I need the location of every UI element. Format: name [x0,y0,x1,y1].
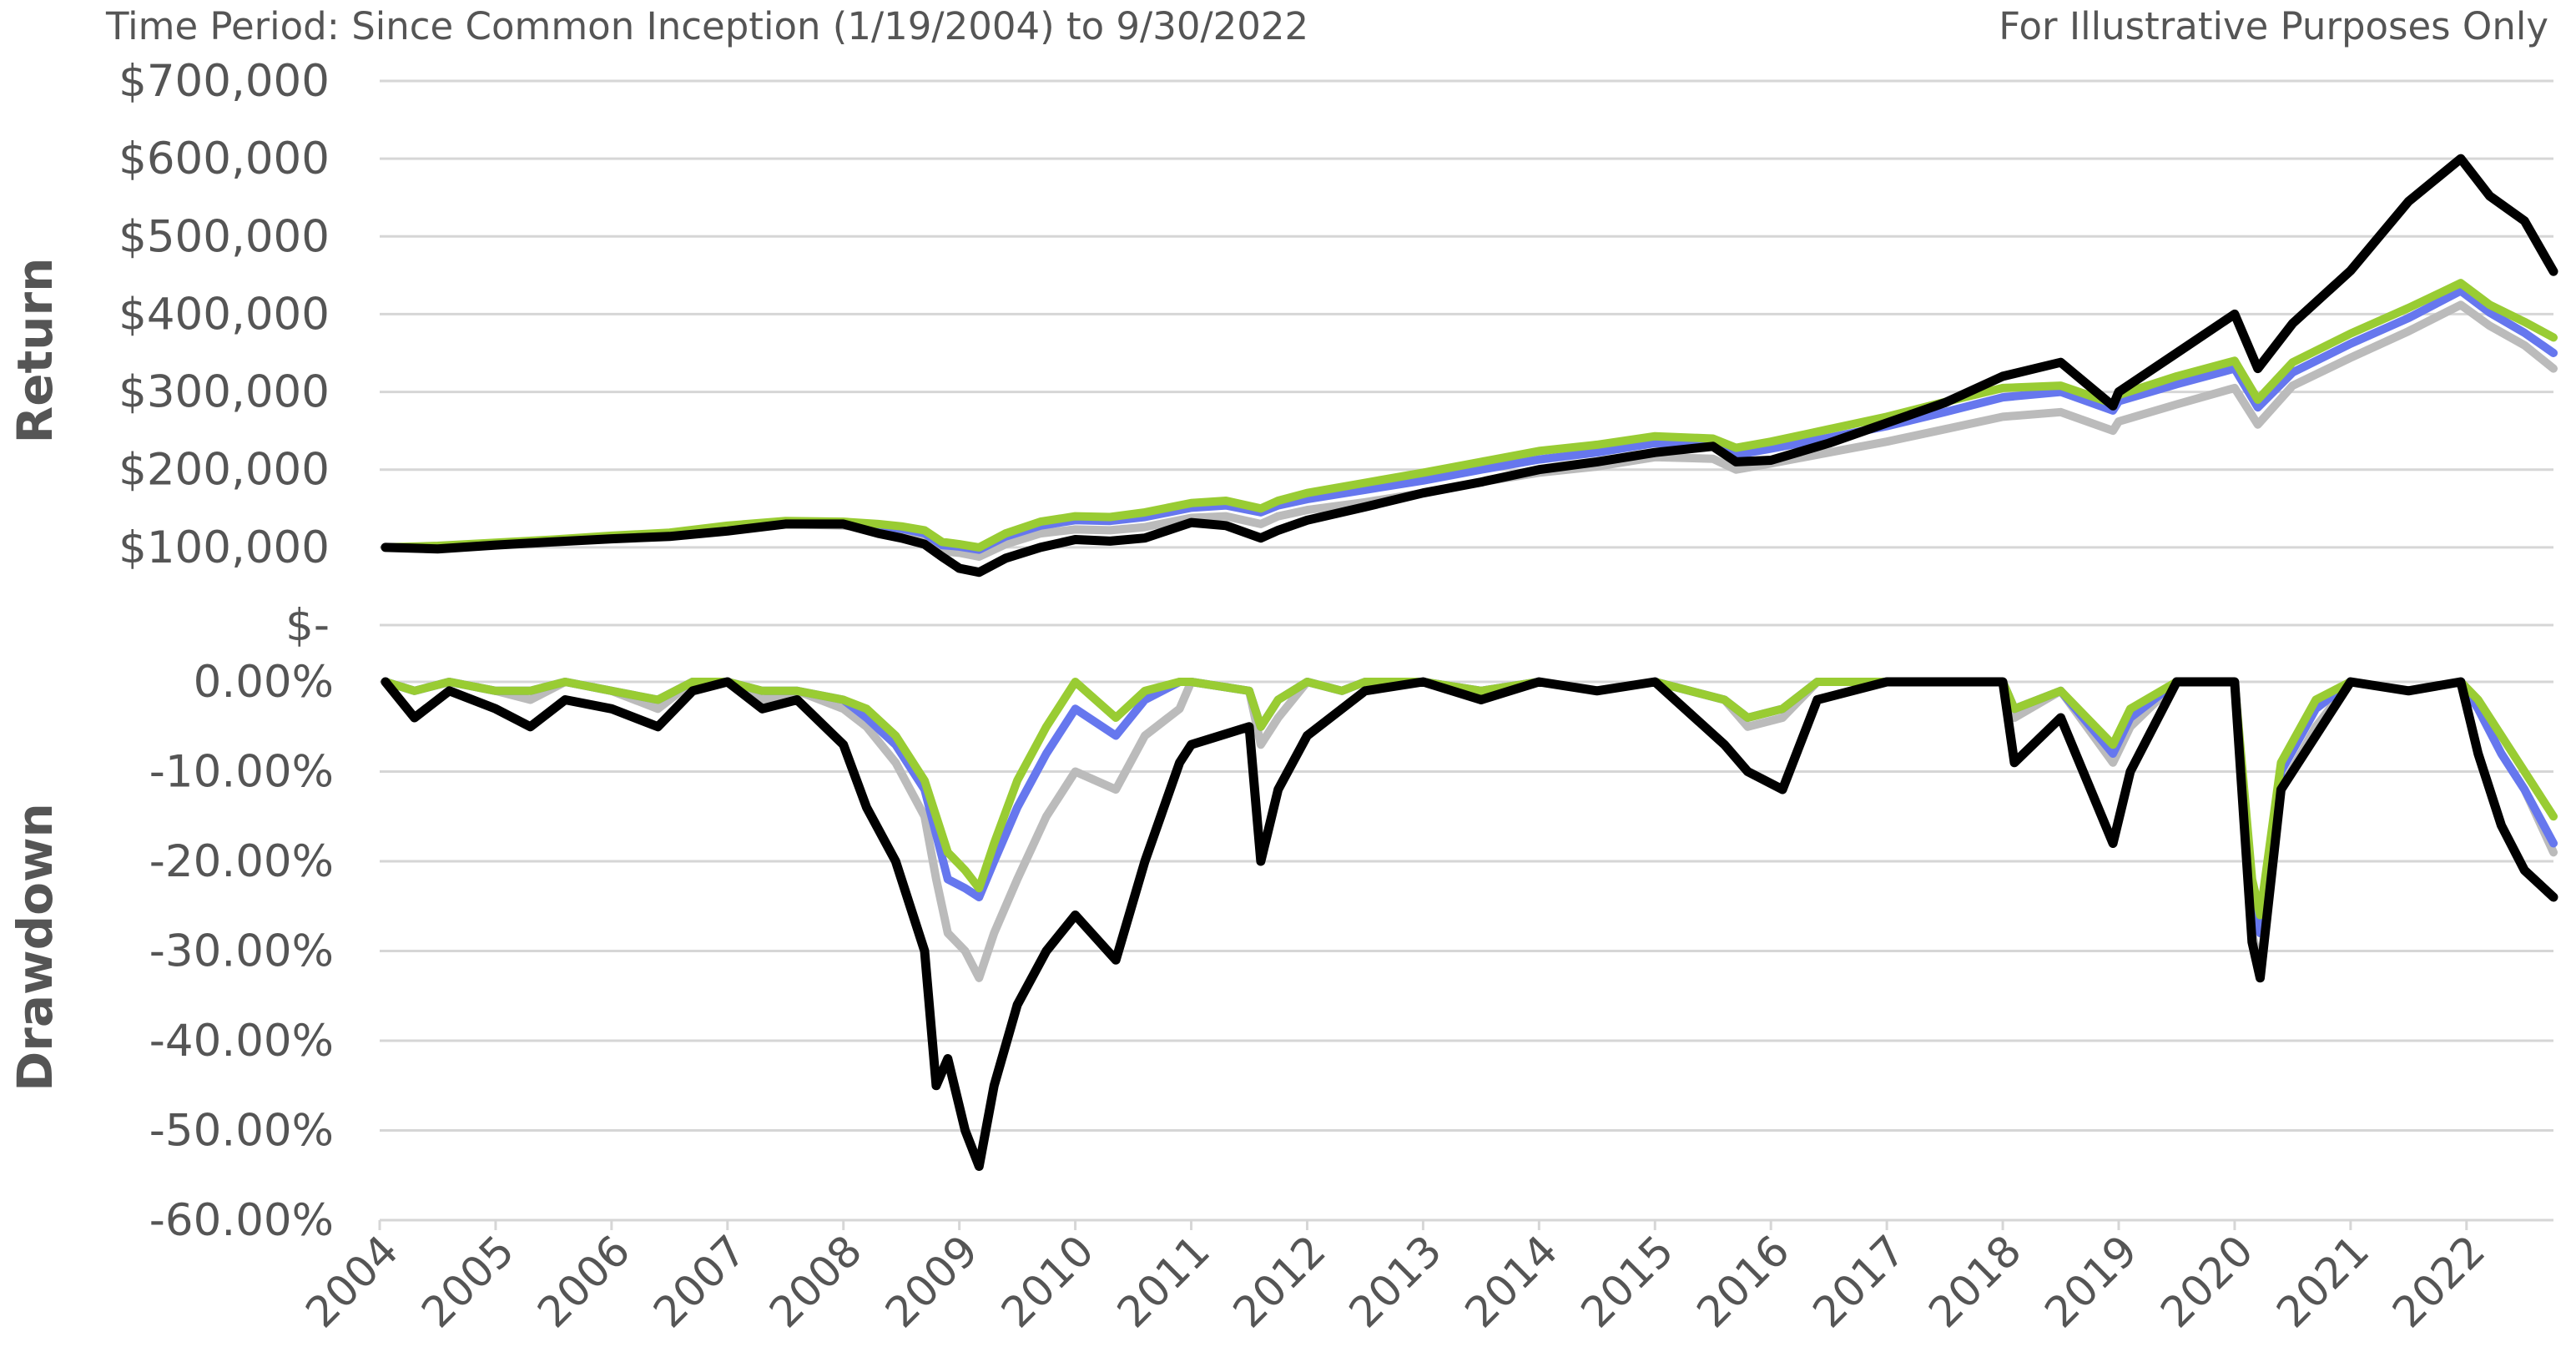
drawdown-series-line-4 [381,677,2558,1171]
return-series-line-2 [381,286,2558,554]
drawdown-y-tick-label: -40.00% [149,1016,334,1067]
drawdown-y-tick-label: 0.00% [194,657,334,708]
return-y-tick-label: $100,000 [118,522,330,573]
drawdown-y-tick-label: -30.00% [149,926,334,977]
drawdown-y-tick-label: -50.00% [149,1106,334,1157]
drawdown-axis-title: Drawdown [7,803,63,1092]
x-tick-label: 2011 [1108,1226,1219,1337]
drawdown-series-line-2 [381,678,2558,937]
x-tick-label: 2016 [1688,1226,1799,1337]
return-axis-title: Return [7,258,63,444]
return-series [381,154,2558,578]
return-series-line-4 [381,154,2558,578]
time-period-note: Time Period: Since Common Inception (1/1… [105,4,1308,48]
x-tick-label: 2014 [1456,1226,1567,1337]
x-tick-label: 2010 [992,1226,1103,1337]
x-tick-label: 2021 [2268,1226,2379,1337]
x-tick-label: 2006 [529,1226,640,1337]
return-y-tick-label: $200,000 [118,445,330,496]
return-y-tick-label: $500,000 [118,211,330,262]
return-y-tick-label: $600,000 [118,134,330,184]
x-tick-label: 2013 [1340,1226,1451,1337]
x-tick-label: 2007 [644,1226,755,1337]
return-y-tick-label: $- [285,600,330,651]
x-tick-label: 2022 [2383,1226,2494,1337]
x-tick-label: 2019 [2036,1226,2147,1337]
x-tick-label: 2017 [1804,1226,1915,1337]
x-tick-label: 2005 [413,1226,524,1337]
return-series-line-1 [381,300,2558,561]
x-tick-label: 2008 [760,1226,871,1337]
x-tick-label: 2015 [1572,1226,1683,1337]
drawdown-y-tick-label: -60.00% [149,1195,334,1246]
return-y-tick-label: $400,000 [118,289,330,340]
return-y-tick-label: $700,000 [118,56,330,107]
drawdown-y-tick-label: -20.00% [149,836,334,887]
drawdown-series-line-1 [381,678,2558,982]
drawdown-y-tick-label: -10.00% [149,747,334,798]
drawdown-y-axis: 0.00% -10.00% -20.00% -30.00% -40.00% -50.00%… [149,657,334,1246]
return-y-axis: $- $100,000 $200,000 $300,000 $400,000 $500,0… [118,56,330,651]
drawdown-gridlines [380,680,2553,1222]
x-axis: 2004 2005 2006 2007 2008 2009 2010 2011 2012 2013… [297,1220,2495,1338]
illustrative-disclaimer: For Illustrative Purposes Only [1999,4,2548,48]
drawdown-series [381,677,2558,1171]
x-tick-label: 2012 [1224,1226,1335,1337]
drawdown-series-line-3 [381,678,2558,920]
x-tick-label: 2018 [1920,1226,2031,1337]
return-gridlines [380,79,2553,627]
x-tick-label: 2020 [2152,1226,2263,1337]
x-tick-label: 2009 [876,1226,987,1337]
return-y-tick-label: $300,000 [118,367,330,418]
